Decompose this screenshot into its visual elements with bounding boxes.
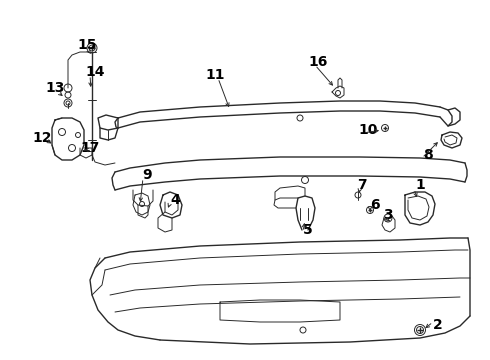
Text: 7: 7 — [357, 178, 367, 192]
Text: 10: 10 — [358, 123, 378, 137]
Text: 8: 8 — [423, 148, 433, 162]
Text: 15: 15 — [77, 38, 97, 52]
Text: 17: 17 — [80, 141, 99, 155]
Text: 9: 9 — [142, 168, 152, 182]
Text: 3: 3 — [383, 208, 393, 222]
Text: 16: 16 — [308, 55, 328, 69]
Text: 4: 4 — [170, 193, 180, 207]
Text: 1: 1 — [415, 178, 425, 192]
Text: 12: 12 — [32, 131, 52, 145]
Text: 13: 13 — [45, 81, 65, 95]
Text: 6: 6 — [370, 198, 380, 212]
Text: 2: 2 — [433, 318, 443, 332]
Text: 11: 11 — [205, 68, 225, 82]
Text: 14: 14 — [85, 65, 105, 79]
Text: 5: 5 — [303, 223, 313, 237]
